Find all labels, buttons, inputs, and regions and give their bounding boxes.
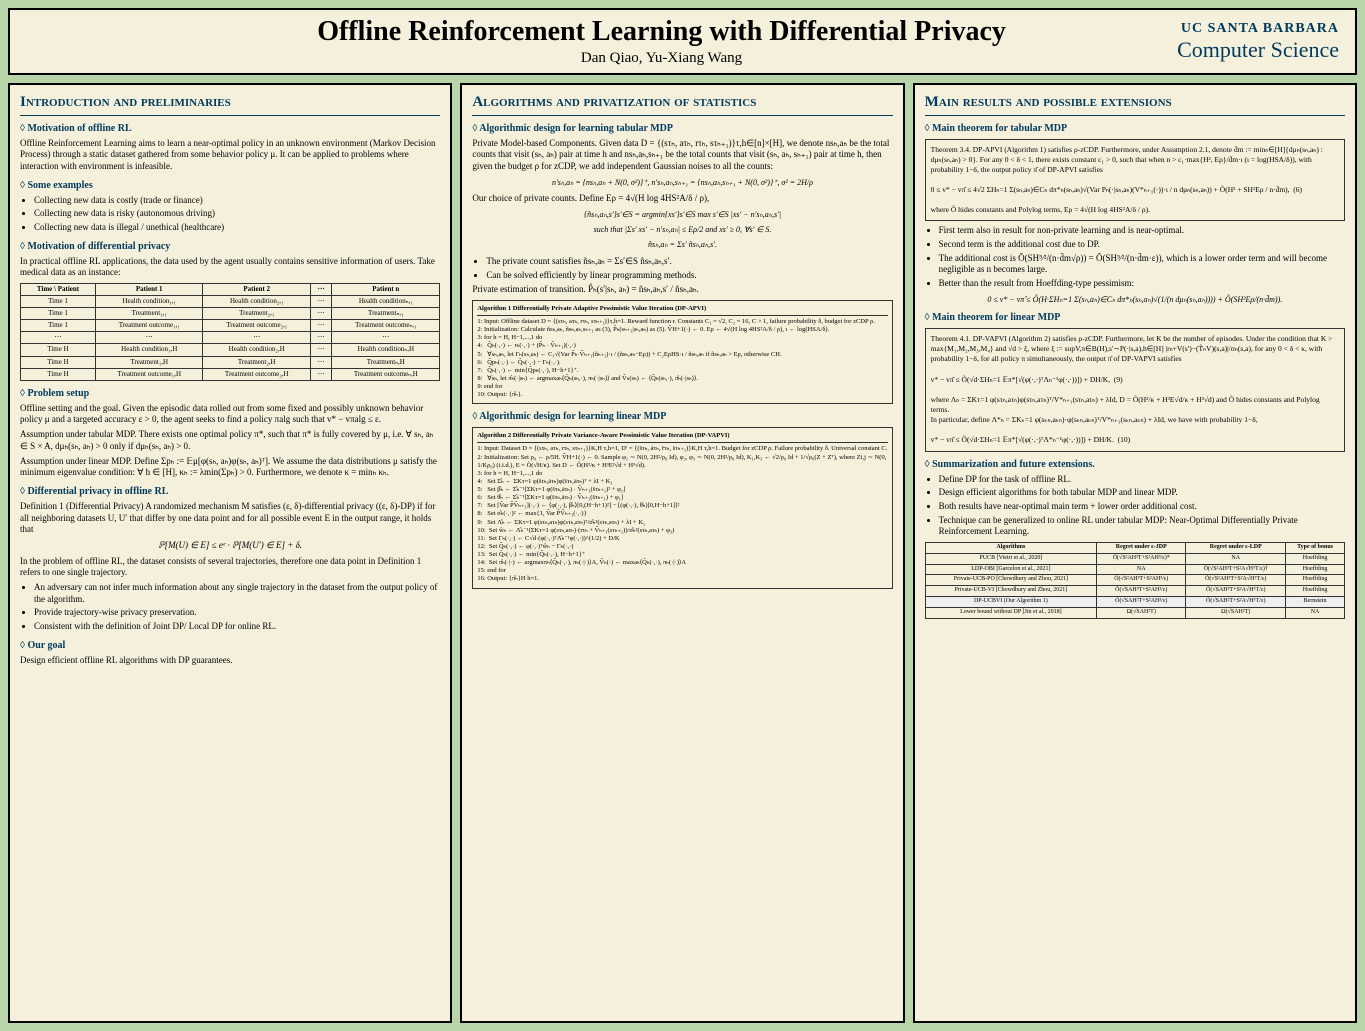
table-row: DP-UCBVI (Our Algorithm 1)Õ(√SAH²T+S²AH³… xyxy=(925,597,1344,608)
algorithm-2: Algorithm 2 Differentially Private Varia… xyxy=(472,427,892,588)
list-item: Collecting new data is risky (autonomous… xyxy=(34,208,440,220)
theorem-3-4: Theorem 3.4. DP-APVI (Algorithm 1) satis… xyxy=(925,139,1345,222)
header: Offline Reinforcement Learning with Diff… xyxy=(8,8,1357,75)
table-header: Patient 2 xyxy=(203,284,311,296)
p-dp-def: Definition 1 (Differential Privacy) A ra… xyxy=(20,501,440,536)
list-item: Better than the result from Hoeffding-ty… xyxy=(939,278,1345,290)
examples-list: Collecting new data is costly (trade or … xyxy=(34,195,440,234)
eq-constraint: such that |Σs′ xs′ − n′sₕ,aₕ| ≤ Eρ/2 and… xyxy=(472,225,892,235)
columns-container: Introduction and preliminaries Motivatio… xyxy=(0,83,1365,1031)
list-item: First term also in result for non-privat… xyxy=(939,225,1345,237)
sub-examples: Some examples xyxy=(20,179,440,192)
list-item: The additional cost is Õ(SH⁵⁄²/(n·d̄m√ρ)… xyxy=(939,253,1345,276)
sub-motivation-rl: Motivation of offline RL xyxy=(20,122,440,135)
eq-dp: ℙ[M(U) ∈ E] ≤ eᵉ · ℙ[M(U′) ∈ E] + δ. xyxy=(20,540,440,552)
p-choice-counts: Our choice of private counts. Define Eρ … xyxy=(472,193,892,205)
table-header: Regret under ε-JDP xyxy=(1097,543,1186,554)
list-item: Design efficient algorithms for both tab… xyxy=(939,487,1345,499)
main-title: Offline Reinforcement Learning with Diff… xyxy=(146,16,1177,48)
table-row: LDP-OBI [Garcelon et al., 2021]NAÕ(√S²AH… xyxy=(925,564,1344,575)
sub-summary: Summarization and future extensions. xyxy=(925,458,1345,471)
authors: Dan Qiao, Yu-Xiang Wang xyxy=(146,50,1177,67)
algo1-title: Algorithm 1 Differentially Private Adapt… xyxy=(477,305,887,316)
list-item: Can be solved efficiently by linear prog… xyxy=(486,270,892,282)
logo-institution: UC SANTA BARBARA xyxy=(1177,21,1339,37)
list-item: Both results have near-optimal main term… xyxy=(939,501,1345,513)
sub-linear-algo: Algorithmic design for learning linear M… xyxy=(472,410,892,423)
eq-hoeffding: 0 ≤ v* − vπ̂ ≤ Õ(H·ΣHₕ=1 Σ(sₕ,aₕ)∈Cₕ dπ*… xyxy=(925,295,1345,305)
eq-argmin: {ñsₕ,aₕ,s′}s′∈S = argmin{xs′}s′∈S max s′… xyxy=(472,210,892,220)
sub-dp-offline: Differential privacy in offline RL xyxy=(20,485,440,498)
list-item: Collecting new data is illegal / unethic… xyxy=(34,222,440,234)
theorem-4-1: Theorem 4.1. DP-VAPVI (Algorithm 2) sati… xyxy=(925,328,1345,451)
col3-header: Main results and possible extensions xyxy=(925,93,1345,116)
list-item: Collecting new data is costly (trade or … xyxy=(34,195,440,207)
table-row: Time 1Treatment₁,₁Treatment₂,₁⋯Treatment… xyxy=(21,308,440,320)
list-item: An adversary can not infer much informat… xyxy=(34,582,440,605)
table-header: Patient 1 xyxy=(95,284,203,296)
sub-goal: Our goal xyxy=(20,639,440,652)
list-item: The private count satisfies ñsₕ,aₕ = Σs′… xyxy=(486,256,892,268)
algo1-body: 1: Input: Offline dataset D = {(sτₕ, aτₕ… xyxy=(477,318,887,399)
sub-problem-setup: Problem setup xyxy=(20,387,440,400)
table-row: Time HHealth condition₁,HHealth conditio… xyxy=(21,344,440,356)
algo2-body: 1: Input: Dataset D = {(sτₕ, aτₕ, rτₕ, s… xyxy=(477,445,887,583)
p-assumption-linear: Assumption under linear MDP. Define Σpₕ … xyxy=(20,456,440,479)
medical-data-table: Time \ Patient Patient 1 Patient 2 ⋯ Pat… xyxy=(20,283,440,381)
table-header: Regret under ε-LDP xyxy=(1186,543,1286,554)
comparison-table: Algorithms Regret under ε-JDP Regret und… xyxy=(925,542,1345,619)
table-row: Time HTreatment₁,HTreatment₂,H⋯Treatment… xyxy=(21,356,440,368)
algo2-title: Algorithm 2 Differentially Private Varia… xyxy=(477,432,887,443)
list-item: Provide trajectory-wise privacy preserva… xyxy=(34,607,440,619)
p-private-transition: Private estimation of transition. P̃ₕ(s′… xyxy=(472,284,892,296)
thm1-remarks: First term also in result for non-privat… xyxy=(939,225,1345,289)
sub-motivation-dp: Motivation of differential privacy xyxy=(20,240,440,253)
col2-header: Algorithms and privatization of statisti… xyxy=(472,93,892,116)
table-row: PUCB [Vietri et al., 2020]Õ(√S²AH³T+S²AH… xyxy=(925,553,1344,564)
table-header: Time \ Patient xyxy=(21,284,96,296)
table-row: ⋯⋯⋯⋯⋯ xyxy=(21,332,440,344)
list-item: Second term is the additional cost due t… xyxy=(939,239,1345,251)
p-private-model: Private Model-based Components. Given da… xyxy=(472,138,892,173)
p-goal: Design efficient offline RL algorithms w… xyxy=(20,655,440,667)
table-header: Patient n xyxy=(332,284,440,296)
column-intro: Introduction and preliminaries Motivatio… xyxy=(8,83,452,1023)
col1-header: Introduction and preliminaries xyxy=(20,93,440,116)
count-properties: The private count satisfies ñsₕ,aₕ = Σs′… xyxy=(486,256,892,281)
table-row: Lower bound without DP [Jin et al., 2018… xyxy=(925,607,1344,618)
sub-thm-linear: Main theorem for linear MDP xyxy=(925,311,1345,324)
table-header: ⋯ xyxy=(310,284,331,296)
table-row: Time 1Health condition₁,₁Health conditio… xyxy=(21,296,440,308)
p-setup: Offline setting and the goal. Given the … xyxy=(20,403,440,426)
logo-department: Computer Science xyxy=(1177,37,1339,63)
eq-sum: ñsₕ,aₕ = Σs′ ñsₕ,aₕ,s′. xyxy=(472,240,892,250)
sub-tabular-algo: Algorithmic design for learning tabular … xyxy=(472,122,892,135)
table-row: Time \ Patient Patient 1 Patient 2 ⋯ Pat… xyxy=(21,284,440,296)
algorithm-1: Algorithm 1 Differentially Private Adapt… xyxy=(472,300,892,404)
table-header: Type of bonus xyxy=(1286,543,1345,554)
column-algorithms: Algorithms and privatization of statisti… xyxy=(460,83,904,1023)
table-row: Time HTreatment outcome₁,HTreatment outc… xyxy=(21,368,440,380)
column-results: Main results and possible extensions Mai… xyxy=(913,83,1357,1023)
dp-properties-list: An adversary can not infer much informat… xyxy=(34,582,440,633)
eq-noise: n′sₕ,aₕ = {nsₕ,aₕ + N(0, σ²)}⁺, n′sₕ,aₕ,… xyxy=(472,178,892,188)
p-dp-motivation: In practical offline RL applications, th… xyxy=(20,256,440,279)
p-assumption-tabular: Assumption under tabular MDP. There exis… xyxy=(20,429,440,452)
table-row: Time 1Treatment outcome₁,₁Treatment outc… xyxy=(21,320,440,332)
table-row: Private-UCB-VI [Chowdhury and Zhou, 2021… xyxy=(925,586,1344,597)
title-block: Offline Reinforcement Learning with Diff… xyxy=(146,16,1177,67)
list-item: Define DP for the task of offline RL. xyxy=(939,474,1345,486)
p-dp-trajectory: In the problem of offline RL, the datase… xyxy=(20,556,440,579)
list-item: Consistent with the definition of Joint … xyxy=(34,621,440,633)
table-header: Algorithms xyxy=(925,543,1096,554)
summary-list: Define DP for the task of offline RL. De… xyxy=(939,474,1345,538)
table-row: Algorithms Regret under ε-JDP Regret und… xyxy=(925,543,1344,554)
list-item: Technique can be generalized to online R… xyxy=(939,515,1345,538)
sub-thm-tabular: Main theorem for tabular MDP xyxy=(925,122,1345,135)
table-row: Private-UCB-PO [Chowdhury and Zhou, 2021… xyxy=(925,575,1344,586)
p-offline-rl: Offline Reinforcement Learning aims to l… xyxy=(20,138,440,173)
university-logo: UC SANTA BARBARA Computer Science xyxy=(1177,21,1339,63)
poster-root: Offline Reinforcement Learning with Diff… xyxy=(0,0,1365,1031)
